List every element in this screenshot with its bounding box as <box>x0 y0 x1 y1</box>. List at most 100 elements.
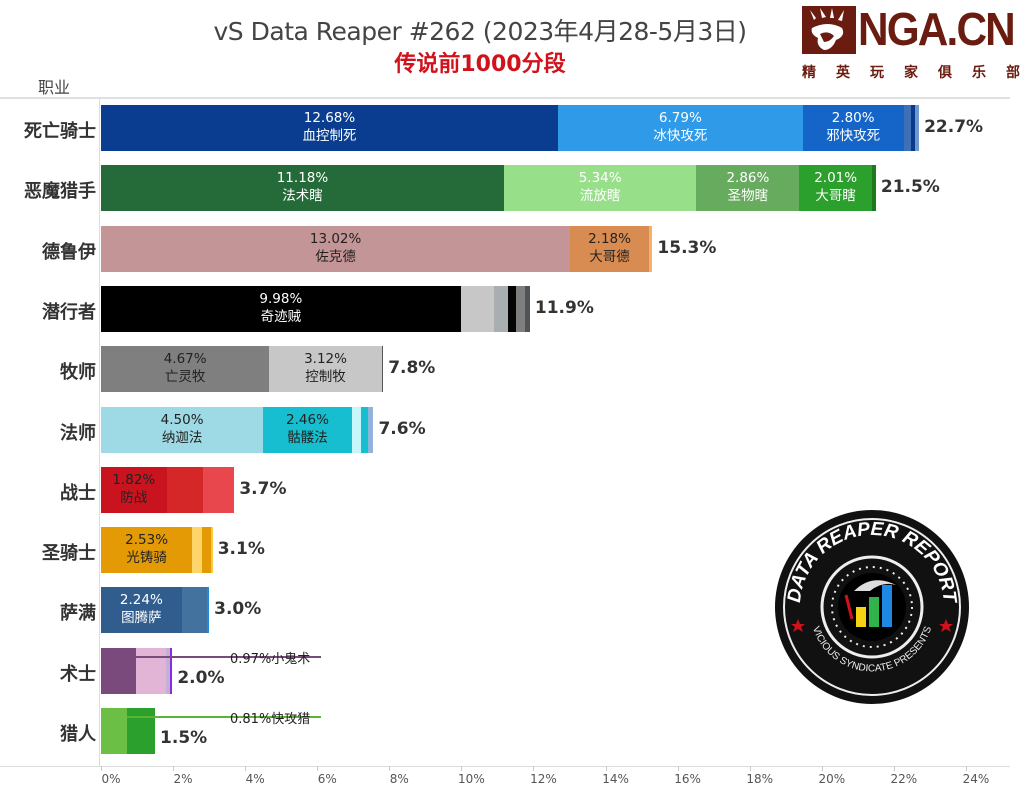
bar-segment[interactable] <box>910 105 916 151</box>
bar-segment[interactable]: 2.01% 大哥瞎 <box>799 165 872 212</box>
segment-percent: 6.79% <box>658 110 702 126</box>
segment-label: 4.50% 纳迦法 <box>101 411 263 447</box>
x-tick <box>677 766 679 771</box>
bar-segment[interactable] <box>516 285 526 332</box>
bar-segment[interactable] <box>460 285 494 332</box>
segment-archetype: 大哥德 <box>589 248 630 265</box>
segment-archetype: 奇迹贼 <box>260 308 302 325</box>
bar-segment[interactable]: 3.12% 控制牧 <box>269 346 382 393</box>
logo-char: 精 <box>802 65 816 81</box>
bar-segment[interactable] <box>493 285 509 332</box>
logo-char: 乐 <box>972 65 986 81</box>
bar-segment[interactable] <box>101 708 128 754</box>
segment-archetype: 血控制死 <box>302 128 357 144</box>
bar-segment[interactable] <box>135 647 166 694</box>
callout-label: 0.81%快攻猎 <box>230 712 311 727</box>
segment-percent: 12.68% <box>303 110 356 126</box>
segment-archetype: 控制牧 <box>305 369 346 386</box>
class-label: 牧师 <box>60 362 96 384</box>
y-axis-line <box>99 98 100 766</box>
x-tick <box>965 766 967 771</box>
x-tick-label: 2% <box>173 772 193 786</box>
segment-archetype: 冰快攻死 <box>653 128 708 144</box>
bar-segment[interactable] <box>206 587 210 634</box>
bar-segment[interactable]: 1.82% 防战 <box>101 466 167 513</box>
bar-segment[interactable]: 6.79% 冰快攻死 <box>557 105 803 151</box>
x-tick-label: 10% <box>458 772 485 786</box>
logo-char: 俱 <box>938 65 952 81</box>
class-total: 3.0% <box>214 599 262 620</box>
segment-label: 3.12% 控制牧 <box>269 350 381 386</box>
class-label: 术士 <box>60 663 96 685</box>
logo-char: 英 <box>836 65 850 81</box>
bar-segment[interactable]: 11.18% 法术瞎 <box>101 165 504 212</box>
class-total: 22.7% <box>924 117 984 137</box>
bar-segment[interactable] <box>169 647 173 694</box>
y-axis-header: 职业 <box>38 78 71 97</box>
bar-segment[interactable]: 4.67% 亡灵牧 <box>101 346 270 393</box>
class-total: 7.6% <box>378 418 426 439</box>
bar-segment[interactable] <box>166 466 203 513</box>
segment-label: 12.68% 血控制死 <box>101 109 558 145</box>
bar-segment[interactable] <box>211 527 213 574</box>
bar-segment[interactable] <box>871 165 876 212</box>
segment-archetype: 纳迦法 <box>161 429 203 446</box>
bar-segment[interactable] <box>165 647 170 694</box>
bar-segment[interactable]: 2.86% 圣物瞎 <box>696 165 800 212</box>
bar-segment[interactable]: 9.98% 奇迹贼 <box>101 285 461 332</box>
logo-text: NGA.CN <box>858 3 1016 55</box>
bar-segment[interactable] <box>127 708 156 754</box>
bar-row: 13.02% 佐克德 2.18% 大哥德 <box>101 225 653 272</box>
segment-archetype: 圣物瞎 <box>727 188 769 205</box>
bar-segment[interactable]: 2.53% 光铸骑 <box>101 527 193 574</box>
bar-segment[interactable] <box>915 105 920 151</box>
x-tick <box>605 766 607 771</box>
chart-title: vS Data Reaper #262 (2023年4月28-5月3日) <box>213 17 747 46</box>
bar-segment[interactable]: 5.34% 流放瞎 <box>503 165 697 212</box>
bar-segment[interactable] <box>381 346 384 393</box>
segment-label: 11.18% 法术瞎 <box>101 169 504 205</box>
x-tick-label: 20% <box>818 772 846 786</box>
class-total: 2.0% <box>177 667 225 688</box>
class-label: 恶魔猎手 <box>24 181 96 203</box>
bar-segment[interactable]: 2.46% 骷髅法 <box>263 406 352 453</box>
x-tick-label: 8% <box>389 772 409 786</box>
bar-segment[interactable]: 13.02% 佐克德 <box>101 225 571 272</box>
bar-segment[interactable]: 4.50% 纳迦法 <box>101 406 264 453</box>
nga-logo: NGA.CN 精 英 玩 家 俱 乐 部 <box>802 3 1020 81</box>
class-total: 1.5% <box>160 728 208 748</box>
segment-percent: 1.82% <box>112 471 156 488</box>
bar-segment[interactable] <box>181 587 207 634</box>
segment-archetype: 骷髅法 <box>287 429 328 446</box>
segment-archetype: 流放瞎 <box>579 188 621 205</box>
x-tick <box>101 766 102 771</box>
segment-percent: 13.02% <box>309 230 362 247</box>
bar-segment[interactable]: 2.24% 图腾萨 <box>101 587 182 634</box>
class-total: 3.7% <box>239 478 287 499</box>
bar-segment[interactable] <box>101 647 136 694</box>
chart-subtitle: 传说前1000分段 <box>394 52 566 77</box>
bear-paw-icon <box>802 6 856 54</box>
bar-segment[interactable] <box>201 527 212 574</box>
bar-segment[interactable] <box>508 285 517 332</box>
class-total: 3.1% <box>217 539 265 560</box>
x-tick <box>317 766 319 771</box>
bar-segment[interactable] <box>361 406 369 453</box>
segment-label: 5.34% 流放瞎 <box>504 169 696 205</box>
bar-segment[interactable]: 2.80% 邪快攻死 <box>802 105 904 151</box>
bar-segment[interactable] <box>202 466 235 513</box>
bar-segment[interactable] <box>351 406 362 453</box>
bar-segment[interactable] <box>192 527 202 574</box>
bar-segment[interactable] <box>903 105 911 151</box>
bar-segment[interactable]: 2.18% 大哥德 <box>570 225 649 272</box>
bar-row: 2.24% 图腾萨 <box>101 587 210 634</box>
class-label: 圣骑士 <box>42 543 96 565</box>
segment-percent: 9.98% <box>259 290 303 307</box>
bar-row: 11.18% 法术瞎 5.34% 流放瞎 2.86% 圣物瞎 2.01% 大哥瞎 <box>101 165 876 212</box>
bar-segment[interactable] <box>525 285 530 332</box>
bar-segment[interactable] <box>648 225 653 272</box>
bar-segment[interactable]: 12.68% 血控制死 <box>101 105 558 151</box>
segment-archetype: 光铸骑 <box>126 550 167 567</box>
logo-char: 部 <box>1006 65 1020 81</box>
bar-segment[interactable] <box>368 406 374 453</box>
